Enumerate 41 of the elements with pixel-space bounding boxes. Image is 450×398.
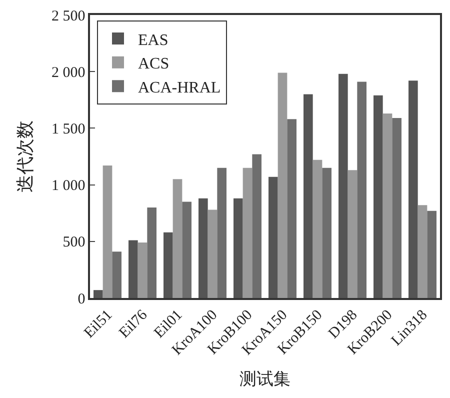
bar (357, 82, 366, 298)
bar (312, 160, 322, 298)
bar (242, 168, 252, 298)
y-tick-label: 2 000 (52, 64, 86, 81)
bar (304, 94, 313, 298)
bar (112, 252, 122, 298)
bar (234, 198, 243, 298)
bar (128, 240, 138, 298)
bar (182, 202, 192, 298)
bar (252, 154, 262, 298)
x-axis-title: 测试集 (240, 369, 290, 388)
legend-label: EAS (138, 32, 168, 49)
bar (322, 168, 332, 298)
legend-label: ACA-HRAL (138, 79, 221, 96)
bar (374, 95, 383, 298)
bar (102, 166, 112, 298)
y-tick-label: 1 500 (52, 121, 86, 138)
bar (427, 210, 436, 298)
legend-label: ACS (138, 56, 170, 73)
y-tick-label: 0 (78, 291, 86, 308)
bar (172, 179, 182, 298)
bar (408, 80, 418, 298)
y-tick-label: 2 500 (52, 8, 86, 24)
bar (138, 242, 148, 298)
y-tick-label: 1 000 (52, 178, 86, 194)
bar (287, 119, 296, 298)
bar (217, 168, 226, 298)
y-tick-label: 500 (62, 234, 86, 251)
bar (208, 210, 218, 298)
bar (268, 176, 278, 298)
bar (164, 232, 173, 298)
y-axis-title: 迭代次数 (15, 120, 36, 192)
bar (147, 207, 156, 298)
bar (348, 170, 358, 298)
bar (94, 290, 103, 298)
bar (338, 74, 348, 298)
bar (278, 72, 288, 298)
bar (198, 198, 208, 298)
bar (382, 113, 392, 298)
bar (418, 205, 428, 298)
bar (392, 118, 402, 298)
